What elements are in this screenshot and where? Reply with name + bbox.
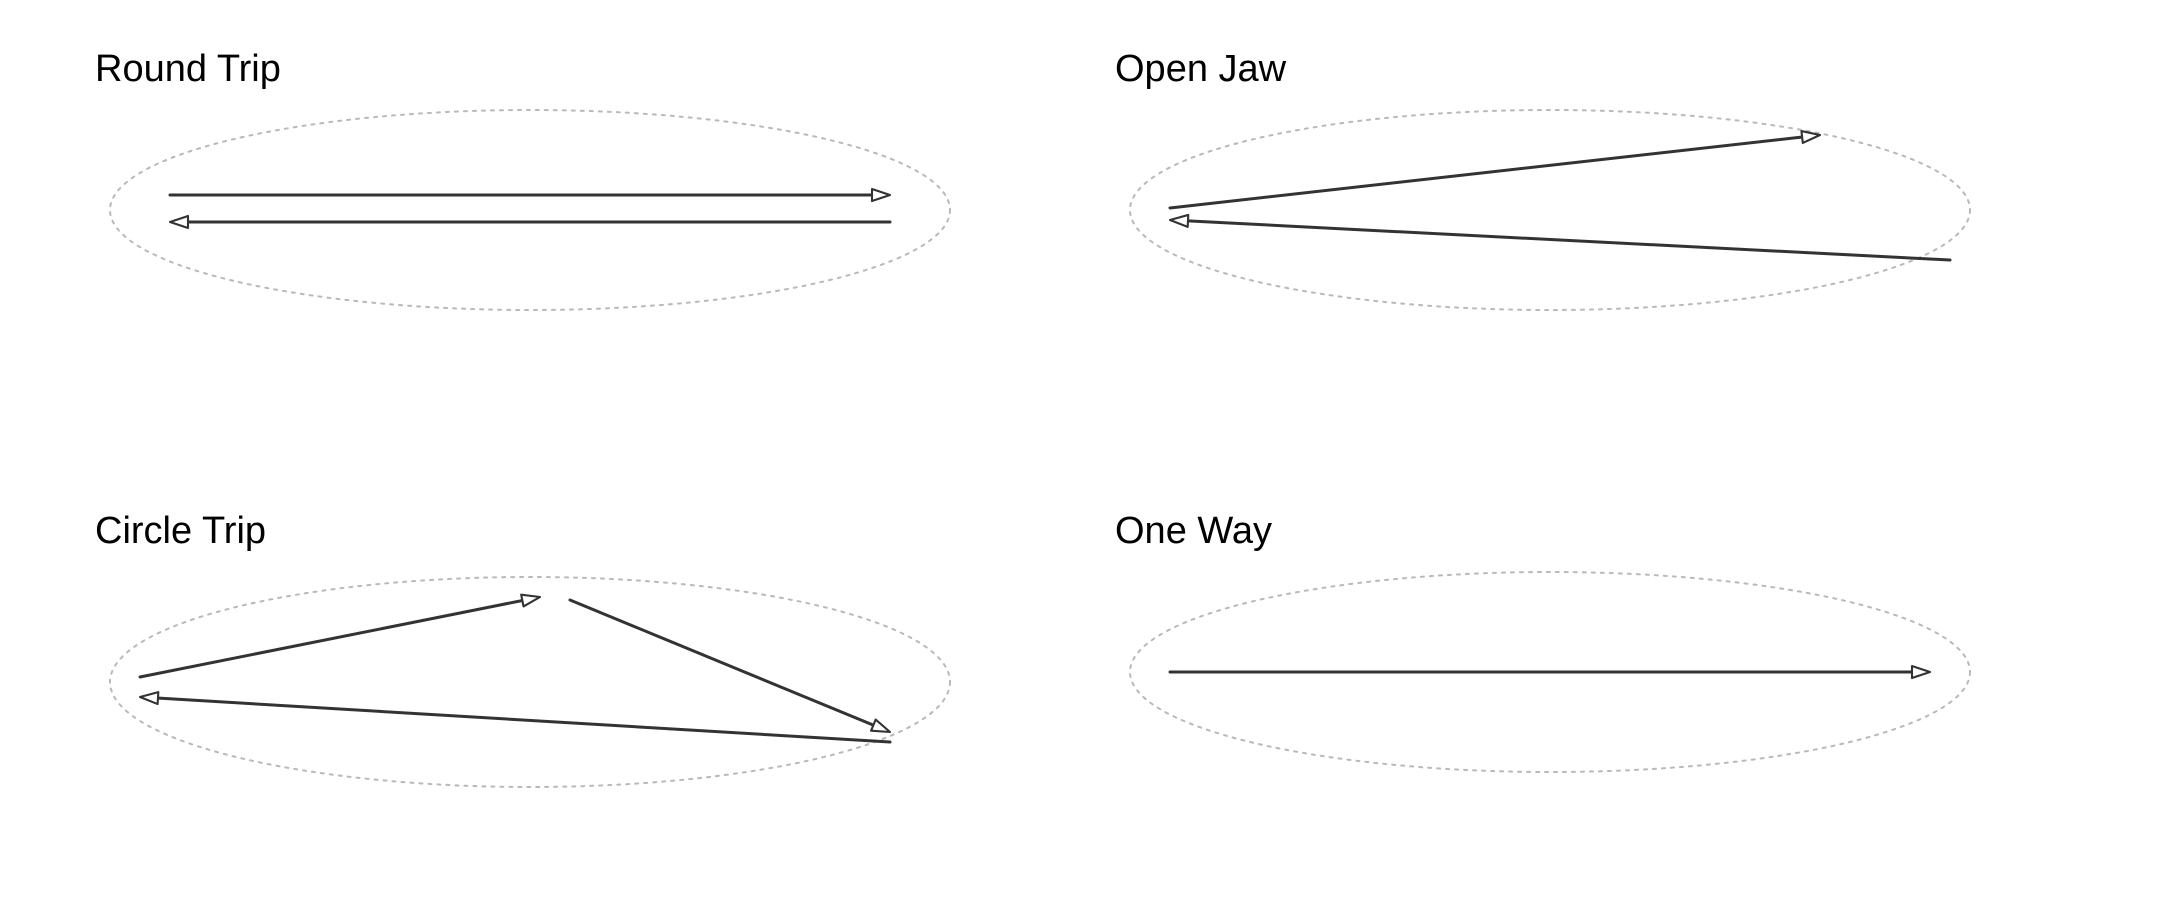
- diagram-one-way: [1100, 542, 2000, 802]
- boundary-ellipse: [110, 110, 950, 310]
- arrow-shaft: [1181, 221, 1950, 260]
- boundary-ellipse: [110, 577, 950, 787]
- arrow-head-icon: [521, 595, 540, 607]
- arrow-head-icon: [170, 216, 188, 228]
- arrow-head-icon: [1912, 666, 1930, 678]
- arrow-head-icon: [871, 720, 890, 732]
- arrow-shaft: [140, 599, 529, 677]
- diagram-round-trip: [80, 80, 980, 340]
- arrow-shaft: [570, 600, 880, 728]
- boundary-ellipse: [1130, 110, 1970, 310]
- arrow-head-icon: [872, 189, 890, 201]
- diagram-open-jaw: [1100, 80, 2000, 340]
- arrow-shaft: [1170, 136, 1809, 208]
- arrow-shaft: [151, 698, 890, 742]
- diagram-circle-trip: [80, 542, 980, 822]
- diagram-canvas: Round Trip Open Jaw Circle Trip One Way: [0, 0, 2166, 912]
- arrow-head-icon: [140, 692, 158, 704]
- arrow-head-icon: [1170, 215, 1188, 227]
